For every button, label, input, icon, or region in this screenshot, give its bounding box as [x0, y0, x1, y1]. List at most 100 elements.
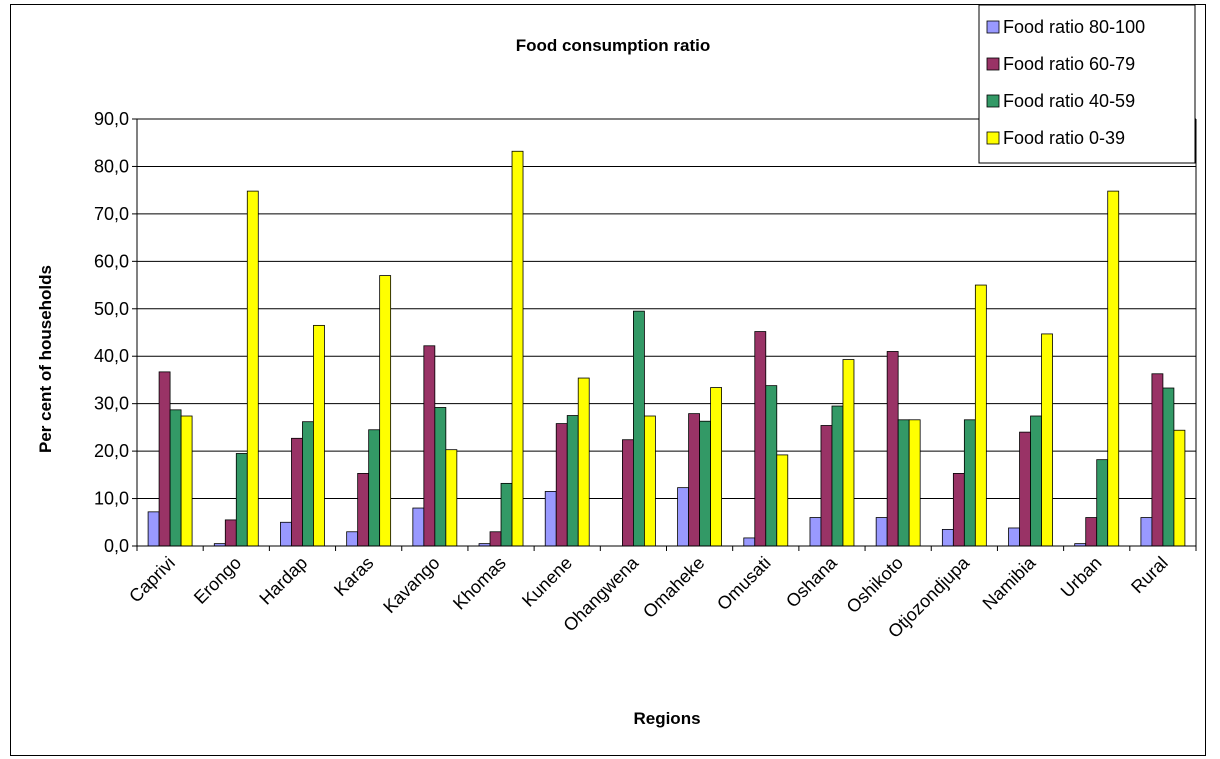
bar [820, 425, 833, 547]
bar [644, 415, 656, 547]
bar [1085, 517, 1098, 547]
bar [445, 449, 458, 547]
bar [280, 521, 292, 547]
chart-title: Food consumption ratio [516, 36, 711, 55]
bar [677, 487, 689, 547]
bar [224, 519, 237, 547]
bar-chart: 0,0 10,0 20,0 30,0 40,0 50,0 60,0 70,0 80,0 90,0 C… [36, 5, 1197, 728]
x-axis-title: Regions [633, 709, 700, 728]
x-tick-label: Kavango [379, 553, 443, 617]
bar [875, 517, 888, 547]
bar [1041, 333, 1053, 547]
x-tick-label: Erongo [190, 553, 245, 608]
bar [963, 419, 976, 547]
x-tick-label: Kunene [518, 553, 576, 611]
bar [633, 310, 645, 547]
x-tick-label: Omusati [713, 553, 775, 615]
y-tick-label: 40,0 [94, 346, 129, 366]
x-tick-label: Karas [330, 553, 377, 600]
y-tick-label: 60,0 [94, 251, 129, 271]
x-tick-label: Caprivi [125, 553, 179, 607]
y-tick-label: 30,0 [94, 394, 129, 414]
bar [776, 454, 789, 547]
bar [313, 324, 325, 547]
bar [897, 419, 910, 547]
bar [1030, 415, 1042, 547]
y-tick-label: 10,0 [94, 489, 129, 509]
y-tick-label: 70,0 [94, 204, 129, 224]
y-tick-label: 80,0 [94, 156, 129, 176]
bars [147, 150, 1186, 547]
bar [842, 359, 855, 547]
bar [952, 473, 965, 547]
legend-swatch [986, 94, 1000, 108]
y-tick-label: 20,0 [94, 441, 129, 461]
bar [688, 413, 700, 547]
bar [555, 423, 568, 547]
bar [511, 150, 524, 547]
x-tick-label: Khomas [449, 553, 510, 614]
y-axis-title: Per cent of households [36, 265, 55, 453]
legend-swatch [986, 131, 1000, 145]
bar [974, 284, 987, 547]
bar [886, 351, 899, 547]
bar [500, 482, 513, 547]
bar [368, 429, 381, 547]
legend: Food ratio 80-100 Food ratio 60-79 Food ra… [978, 5, 1196, 164]
legend-label: Food ratio 80-100 [1003, 17, 1145, 37]
bar [622, 439, 634, 547]
axes: 0,0 10,0 20,0 30,0 40,0 50,0 60,0 70,0 80,0 90,0 C… [94, 109, 1197, 642]
bar [302, 421, 314, 547]
bar [699, 420, 711, 547]
x-tick-label: Omaheke [639, 553, 708, 622]
bar [908, 419, 921, 547]
bar [1151, 373, 1164, 547]
y-tick-label: 90,0 [94, 109, 129, 129]
x-tick-label: Hardap [255, 553, 311, 609]
bar [169, 409, 182, 547]
bar [577, 377, 590, 547]
legend-label: Food ratio 0-39 [1003, 128, 1125, 148]
bar [180, 415, 193, 547]
bar [1173, 429, 1186, 547]
legend-label: Food ratio 60-79 [1003, 54, 1135, 74]
y-tick-label: 0,0 [104, 536, 129, 556]
legend-box [978, 5, 1196, 164]
bar [158, 371, 171, 547]
bar [1008, 527, 1020, 547]
bar [544, 491, 557, 547]
bar [489, 531, 502, 547]
legend-swatch [986, 20, 1000, 34]
bar [710, 387, 722, 547]
x-tick-label: Oshana [782, 552, 841, 611]
bar [291, 437, 303, 547]
bar [235, 453, 248, 547]
bar [1019, 431, 1031, 547]
bar [434, 407, 447, 547]
bar [754, 331, 767, 547]
bar [1096, 459, 1109, 547]
bar [743, 537, 756, 547]
x-tick-label: Rural [1127, 553, 1172, 598]
bar [412, 507, 425, 547]
bar [1162, 387, 1175, 547]
chart-area: 0,0 10,0 20,0 30,0 40,0 50,0 60,0 70,0 80,0 90,0 C… [10, 4, 1206, 756]
y-tick-label: 50,0 [94, 299, 129, 319]
legend-swatch [986, 57, 1000, 71]
x-tick-label: Oshikoto [843, 553, 907, 617]
bar [379, 275, 392, 547]
x-tick-label: Urban [1057, 553, 1106, 602]
bar [566, 415, 579, 547]
bar [1107, 190, 1120, 547]
bar [765, 385, 778, 547]
bar [147, 511, 160, 547]
legend-label: Food ratio 40-59 [1003, 91, 1135, 111]
bar [831, 405, 844, 547]
bar [1140, 517, 1153, 547]
bar [423, 345, 436, 547]
bar [346, 531, 359, 547]
bar [941, 528, 954, 547]
bar [357, 473, 370, 547]
x-tick-label: Namibia [979, 552, 1041, 614]
bar [809, 517, 822, 547]
